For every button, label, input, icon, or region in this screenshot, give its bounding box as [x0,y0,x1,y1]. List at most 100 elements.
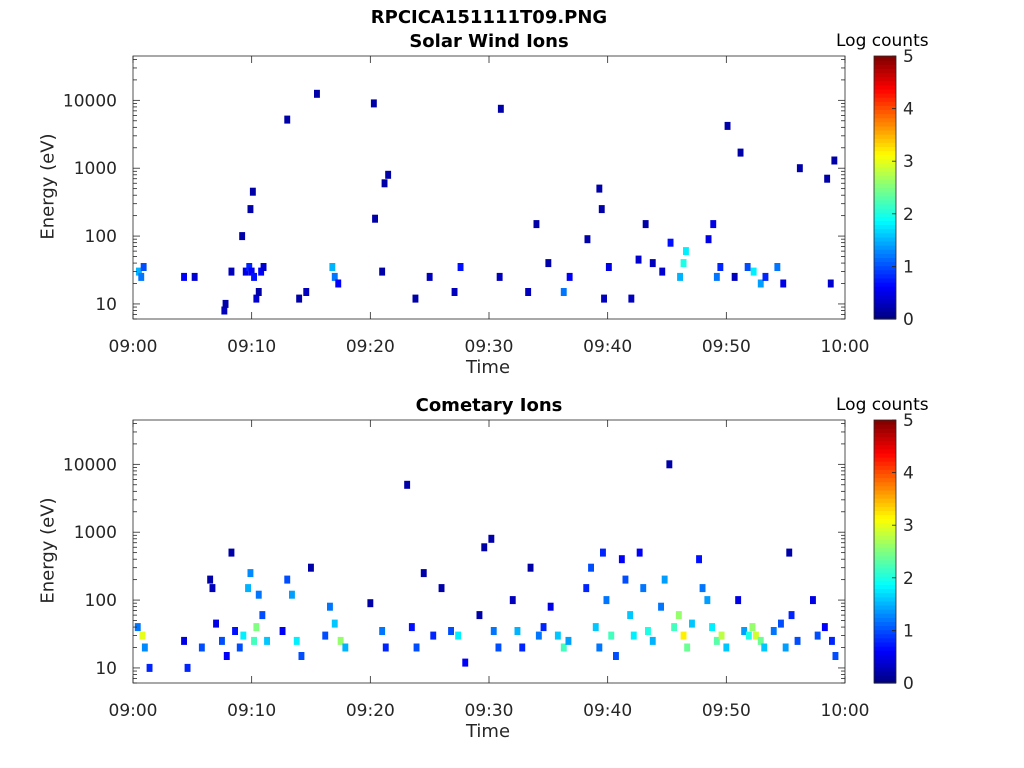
panel2-data-cell [627,611,634,620]
panel2-data-cell [379,627,386,635]
panel1-colorbar-segment [874,277,896,283]
panel1-colorbar-segment [874,261,896,267]
panel1-colorbar-segment [874,282,896,287]
panel2-data-cell [640,584,647,593]
panel1-data-cell [731,272,738,281]
panel1-colorbar-segment [874,68,896,74]
panel1-data-cell [545,259,552,268]
panel2-data-cell [622,575,629,584]
panel2-data-cell [592,623,599,632]
panel2-y-tick-label: 10000 [63,455,117,475]
panel2-x-tick-label: 09:20 [346,701,395,721]
panel2-data-cell [565,636,572,645]
panel1-data-cell [566,272,573,281]
panel2-colorbar-segment [874,625,896,631]
panel1-data-cell [717,263,724,271]
panel1-colorbar-segment [874,286,896,291]
panel1-data-cell [824,174,831,183]
panel2-colorbar-segment [874,436,896,442]
panel2-data-cell [298,652,305,660]
panel2-colorbar-segment [874,637,896,643]
panel2-colorbar-tick-label: 1 [903,621,914,641]
panel2-data-cell [782,643,789,652]
panel1-y-tick-label: 1000 [74,159,117,179]
panel2-data-cell [322,631,329,640]
panel2-x-tick-label: 09:30 [465,701,514,721]
panel1-data-cell [724,121,731,130]
panel2-data-cell [462,658,469,667]
panel2-data-cell [527,563,534,572]
panel2-data-cell [753,631,759,640]
panel1-colorbar-segment [874,84,896,90]
panel2-data-cell [713,636,720,645]
panel2-colorbar-segment [874,592,896,598]
panel2-colorbar-segment [874,604,896,610]
panel2-data-cell [455,631,462,640]
panel1-colorbar-segment [874,212,896,217]
panel2-colorbar-segment [874,576,896,581]
panel2-data-cell [757,636,764,645]
panel2-data-cell [735,596,742,605]
panel1-data-cell [140,263,147,271]
panel2-data-cell [514,627,521,635]
panel2-colorbar-segment [874,481,896,487]
panel1-data-cell [136,267,142,276]
panel1-data-cell [426,272,433,281]
panel2-data-cell [284,575,291,584]
panel2-data-cell [367,599,374,608]
panel2-data-cell [331,619,338,628]
panel2-data-cell [228,548,235,557]
panel2-plot-area: 09:00 09:10 09:20 09:30 09:40 09:50 10:0010100… [63,411,914,721]
panel1-x-tick-label: 09:10 [227,337,276,357]
panel1-colorbar-frame [873,55,897,320]
panel1-colorbar-tick-label: 1 [903,257,914,277]
panel2-data-cell [658,602,664,611]
panel2-colorbar-segment [874,609,896,614]
panel2-colorbar-segment [874,547,896,553]
panel1-data-cell [667,238,674,247]
panel2-data-cell [184,663,191,672]
panel2-y-tick-label: 1000 [74,523,117,543]
panel1-colorbar-segment [874,310,896,316]
panel1-colorbar-segment [874,220,896,226]
panel2-data-cell [666,460,673,469]
panel1-data-cell [750,267,757,276]
panel2-colorbar-segment [874,658,896,664]
panel2-colorbar-segment [874,493,896,499]
panel1-data-cell [335,279,342,288]
panel2-colorbar-segment [874,510,896,516]
panel2-data-cell [146,663,153,672]
panel1-data-cell [372,214,378,223]
panel1-colorbar-tick-label: 2 [903,205,914,225]
panel2-data-cell [600,548,606,557]
panel2-data-cell [675,611,682,620]
panel1-colorbar-segment [874,97,896,102]
panel2-data-cell [223,652,230,660]
panel1-colorbar-segment [874,125,896,131]
panel2-data-cell [547,602,554,611]
panel2-colorbar-segment [874,428,896,433]
panel2-data-cell [745,631,752,640]
panel2-colorbar-segment [874,432,896,438]
panel2-y-tick-label: 100 [85,591,117,611]
panel2-title: Cometary Ions [415,395,563,416]
panel2-data-cell [245,584,251,593]
panel1-plot-area: 09:00 09:10 09:20 09:30 09:40 09:50 10:0010100… [63,47,914,357]
panel1-colorbar-segment [874,154,896,160]
panel1-x-tick-label: 09:40 [583,337,632,357]
panel1-data-cell [605,263,612,271]
panel2-colorbar-segment [874,654,896,659]
panel1-colorbar-segment [874,216,896,221]
panel2-colorbar-segment [874,588,896,594]
panel1-data-cell [138,272,145,281]
panel1-colorbar-segment [874,298,896,304]
panel2-data-cell [255,590,262,599]
panel1-colorbar-segment [874,224,896,230]
panel1-plot-background [133,56,845,319]
panel1-colorbar-segment [874,92,896,98]
panel1-data-cell [381,179,388,188]
panel2-data-cell [420,569,427,578]
panel2-data-cell [696,555,702,564]
panel2-colorbar-segment [874,646,896,651]
panel2-data-cell [247,569,254,578]
